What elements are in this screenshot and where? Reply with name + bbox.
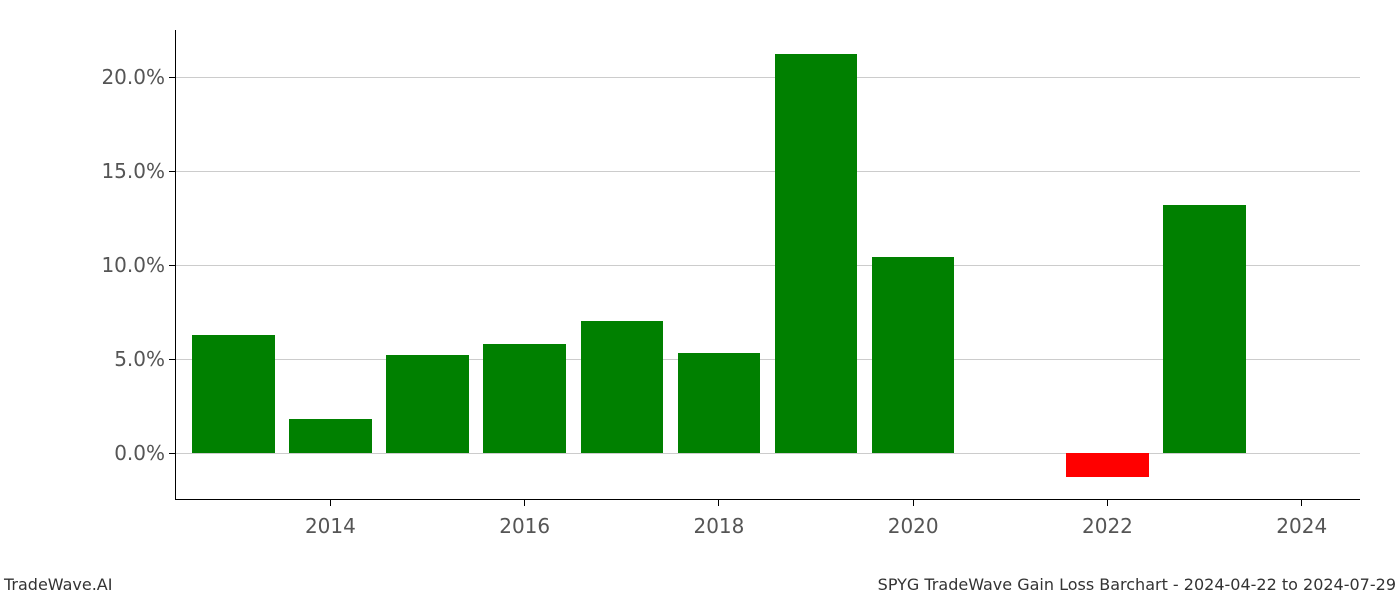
chart-container: 0.0% 5.0% 10.0% 15.0% 20.0% 2014 2016 2018 2020 2… <box>0 0 1400 600</box>
y-tick-label: 5.0% <box>114 347 175 371</box>
bar <box>581 321 664 453</box>
footer-right-text: SPYG TradeWave Gain Loss Barchart - 2024… <box>878 575 1396 594</box>
bar <box>872 257 955 453</box>
y-tick-label: 10.0% <box>101 253 175 277</box>
footer-left-text: TradeWave.AI <box>4 575 112 594</box>
bar <box>678 353 761 453</box>
x-tick-label: 2016 <box>499 500 550 538</box>
y-tick-label: 15.0% <box>101 159 175 183</box>
bar <box>483 344 566 453</box>
bar <box>289 419 372 453</box>
x-axis-line <box>175 499 1360 500</box>
x-tick-label: 2022 <box>1082 500 1133 538</box>
x-tick-label: 2020 <box>888 500 939 538</box>
y-tick-label: 0.0% <box>114 441 175 465</box>
y-gridline <box>175 171 1360 172</box>
bar <box>386 355 469 453</box>
x-tick-label: 2014 <box>305 500 356 538</box>
y-tick-label: 20.0% <box>101 65 175 89</box>
bar <box>1163 205 1246 453</box>
plot-area: 0.0%5.0%10.0%15.0%20.0%20142016201820202… <box>175 30 1360 500</box>
x-tick-label: 2024 <box>1276 500 1327 538</box>
y-axis-line <box>175 30 176 500</box>
x-tick-label: 2018 <box>693 500 744 538</box>
bar <box>1066 453 1149 477</box>
bar <box>775 54 858 453</box>
bar <box>192 335 275 453</box>
y-gridline <box>175 77 1360 78</box>
